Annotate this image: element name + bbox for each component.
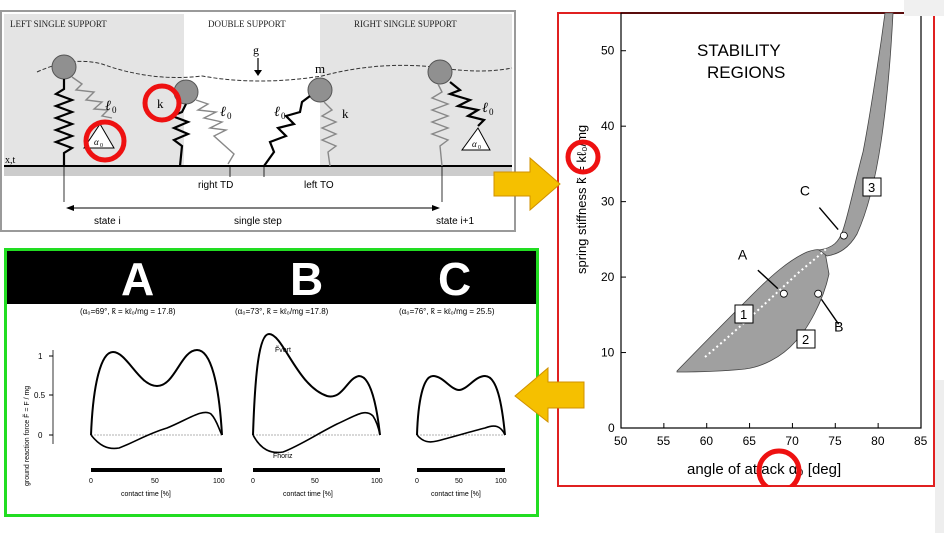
arrow-right (494, 158, 560, 210)
corner-artifact-bottom (935, 380, 944, 533)
corner-artifact-top (904, 0, 944, 16)
arrow-left (515, 368, 584, 422)
